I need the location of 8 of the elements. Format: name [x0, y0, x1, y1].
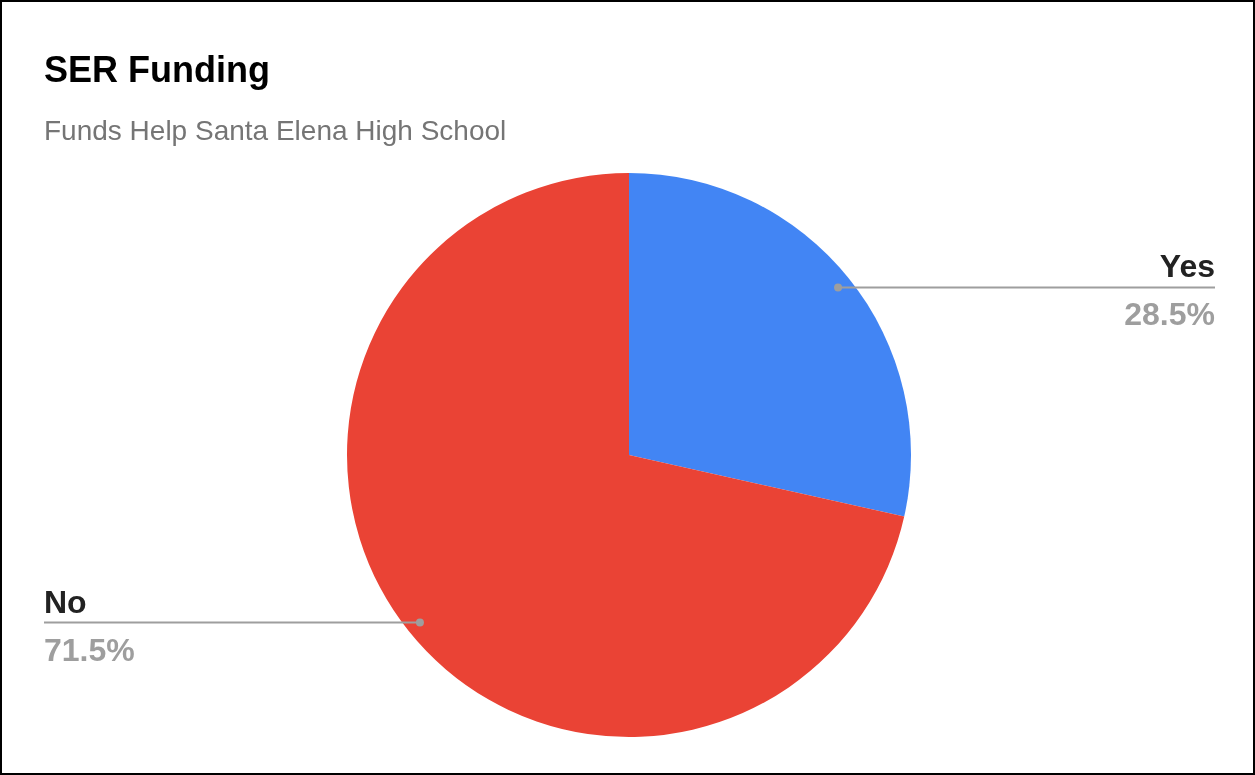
slice-label: Yes	[1159, 248, 1215, 285]
chart-subtitle: Funds Help Santa Elena High School	[44, 115, 507, 146]
chart-title: SER Funding	[44, 49, 270, 90]
slice-label: No	[44, 583, 87, 620]
data-label: 28.5%	[1124, 296, 1215, 333]
pie-slice	[629, 173, 911, 517]
data-label: 71.5%	[44, 631, 135, 668]
pie-slice	[347, 173, 905, 737]
